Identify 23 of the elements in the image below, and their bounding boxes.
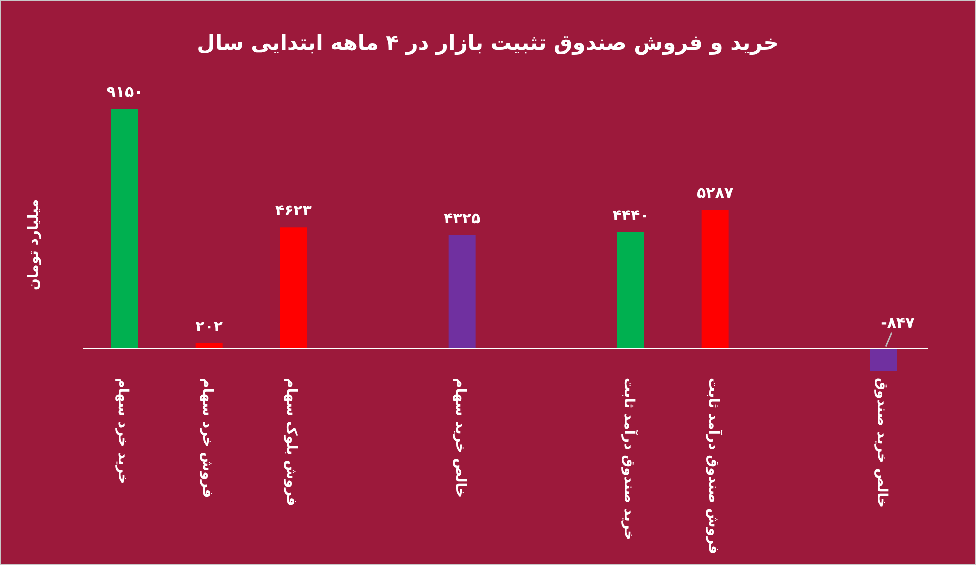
- data-label: ۵۲۸۷: [697, 184, 734, 202]
- chart-title: خرید و فروش صندوق تثبیت بازار در ۴ ماهه ابتدایی سال: [197, 31, 779, 56]
- data-label: ۴۴۴۰: [612, 206, 650, 224]
- x-tick-label: خالص خرید صندوق: [874, 378, 890, 508]
- x-tick-label: خرید خرد سهام: [115, 378, 131, 484]
- data-label: -۸۴۷: [881, 314, 915, 332]
- data-label: ۴۳۲۵: [444, 209, 481, 228]
- bar: [870, 348, 898, 371]
- y-axis-title: میلیارد تومان: [26, 199, 42, 291]
- data-label: ۴۶۲۳: [275, 202, 312, 220]
- x-tick-label: فروش خرد سهام: [199, 378, 216, 498]
- bar: [448, 235, 476, 349]
- x-tick-label: خالص خرید سهام: [452, 378, 468, 498]
- bar: [280, 228, 308, 349]
- bar: [702, 210, 729, 349]
- x-tick-label: خرید صندوق درآمد ثابت: [621, 378, 639, 541]
- bar: [196, 344, 223, 349]
- x-tick-label: فروش بلوک سهام: [284, 378, 300, 506]
- x-tick-label: فروش صندوق درآمد ثابت: [705, 378, 724, 554]
- bar: [618, 232, 644, 349]
- data-label: ۹۱۵۰: [106, 83, 144, 101]
- bar: [112, 109, 138, 349]
- data-label: ۲۰۲: [196, 318, 224, 336]
